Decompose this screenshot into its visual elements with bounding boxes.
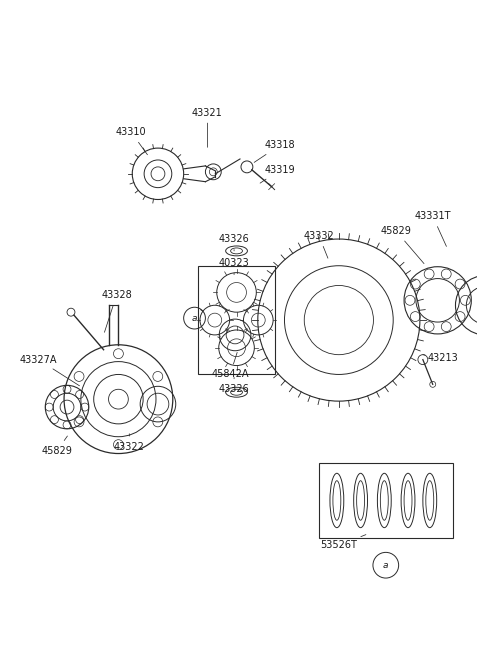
Text: 43328: 43328 xyxy=(101,290,132,332)
Text: 43326: 43326 xyxy=(219,377,250,394)
Bar xyxy=(199,266,275,375)
Text: 43319: 43319 xyxy=(260,165,295,183)
Text: 43326: 43326 xyxy=(219,234,250,251)
Text: 43332: 43332 xyxy=(304,231,335,258)
Text: a: a xyxy=(192,314,197,323)
Text: 40323: 40323 xyxy=(219,258,250,274)
Text: 43322: 43322 xyxy=(114,434,145,451)
Text: 53526T: 53526T xyxy=(321,534,366,550)
Text: 43310: 43310 xyxy=(116,127,147,155)
Bar xyxy=(319,463,453,538)
Text: 43213: 43213 xyxy=(423,352,458,363)
Text: 43327A: 43327A xyxy=(20,354,80,386)
Text: 43331T: 43331T xyxy=(415,212,451,246)
Text: 43318: 43318 xyxy=(254,140,295,162)
Text: 43321: 43321 xyxy=(192,107,223,147)
Text: 45829: 45829 xyxy=(381,226,424,263)
Text: a: a xyxy=(383,561,388,570)
Text: 45829: 45829 xyxy=(42,436,72,456)
Text: 45842A: 45842A xyxy=(211,352,249,379)
